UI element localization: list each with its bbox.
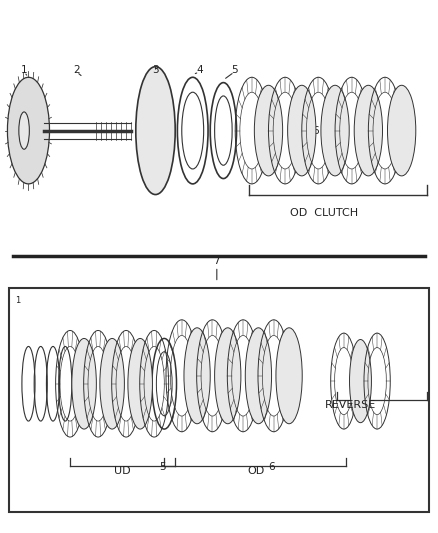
Text: 6: 6 [268, 462, 275, 472]
Ellipse shape [276, 328, 302, 424]
Text: 1: 1 [15, 296, 21, 305]
Ellipse shape [184, 328, 210, 424]
Ellipse shape [321, 85, 349, 176]
Text: 3: 3 [152, 64, 159, 75]
Ellipse shape [350, 340, 371, 423]
Text: UD: UD [114, 466, 131, 477]
Ellipse shape [288, 85, 316, 176]
Ellipse shape [7, 77, 49, 184]
Ellipse shape [245, 328, 272, 424]
Ellipse shape [388, 85, 416, 176]
Text: OD: OD [247, 466, 265, 477]
Text: 1: 1 [21, 64, 28, 75]
Ellipse shape [100, 338, 124, 429]
Text: OD  CLUTCH: OD CLUTCH [290, 208, 358, 218]
Text: 5: 5 [231, 64, 238, 75]
Ellipse shape [254, 85, 283, 176]
Ellipse shape [19, 112, 29, 149]
Text: 7: 7 [213, 256, 220, 266]
Text: 5: 5 [159, 462, 166, 472]
Ellipse shape [136, 67, 175, 195]
Bar [9, 288, 429, 512]
Ellipse shape [72, 338, 96, 429]
Text: 2: 2 [73, 64, 80, 75]
Ellipse shape [215, 328, 241, 424]
Ellipse shape [354, 85, 382, 176]
Text: 6: 6 [312, 126, 319, 136]
Text: REVERSE: REVERSE [325, 400, 376, 410]
Text: 4: 4 [196, 64, 203, 75]
Ellipse shape [128, 338, 152, 429]
